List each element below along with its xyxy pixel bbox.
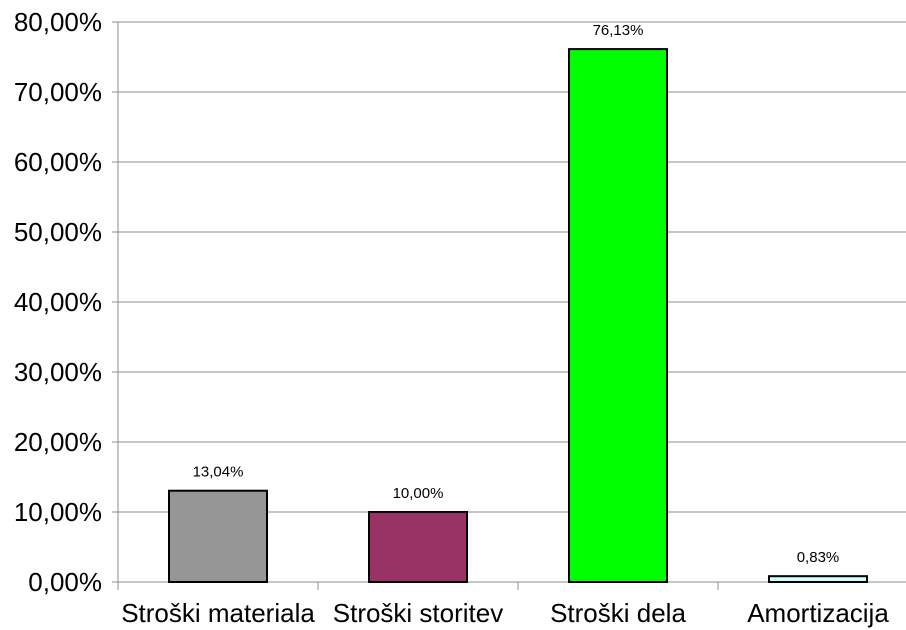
y-tick-label: 60,00% [14,147,102,177]
y-tick-label: 80,00% [14,7,102,37]
bars [168,48,868,584]
x-tick-label: Stroški storitev [333,598,504,628]
bar [368,511,468,583]
bar [568,48,668,583]
data-label: 76,13% [593,22,644,39]
x-tick-label: Stroški materiala [121,598,315,628]
data-label: 13,04% [193,464,244,481]
y-tick-label: 20,00% [14,427,102,457]
y-axis: 0,00% 10,00% 20,00% 30,00% 40,00% 50,00% 60,00… [14,7,119,597]
x-tick-label: Amortizacija [747,598,889,628]
bar [768,575,868,584]
y-tick-label: 70,00% [14,77,102,107]
x-axis: Stroški materiala Stroški storitev Stroški… [117,581,906,628]
y-tick-label: 40,00% [14,287,102,317]
data-label: 0,83% [797,549,840,566]
y-tick-label: 0,00% [28,567,102,597]
y-tick-label: 50,00% [14,217,102,247]
x-tick-label: Stroški dela [550,598,686,628]
bar [168,489,268,583]
data-label: 10,00% [393,485,444,502]
y-tick-label: 30,00% [14,357,102,387]
y-tick-label: 10,00% [14,497,102,527]
gridlines [118,21,906,513]
data-labels: 13,04% 10,00% 76,13% 0,83% [193,22,840,566]
